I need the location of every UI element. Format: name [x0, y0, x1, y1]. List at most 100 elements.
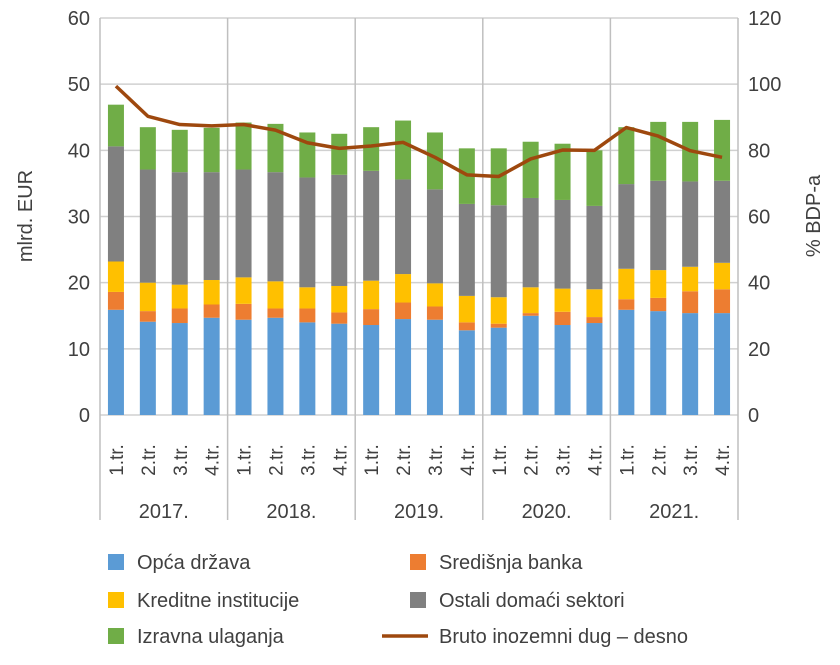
bar-segment [427, 320, 443, 415]
quarter-label: 2.tr. [394, 444, 415, 476]
quarter-label: 2.tr. [266, 444, 287, 476]
quarter-label: 2.tr. [649, 444, 670, 476]
bar-segment [331, 175, 347, 286]
bar-segment [714, 120, 730, 181]
bar-segment [459, 204, 475, 296]
quarter-label: 4.tr. [585, 444, 606, 476]
bar-segment [172, 172, 188, 284]
year-label: 2021. [649, 501, 699, 523]
legend-label: Ostali domaći sektori [439, 590, 625, 612]
legend-swatch [108, 592, 124, 608]
bar-segment [108, 261, 124, 291]
bar-segment [108, 105, 124, 147]
bar-segment [555, 200, 571, 289]
y2-tick-label: 40 [748, 273, 770, 295]
bar-segment [140, 127, 156, 169]
y-tick-label: 0 [79, 405, 90, 427]
bar-segment [555, 289, 571, 312]
bar-segment [427, 306, 443, 319]
bar-segment [618, 127, 634, 184]
quarter-label: 3.tr. [681, 444, 702, 476]
bar-segment [363, 171, 379, 281]
y-tick-label: 60 [68, 8, 90, 30]
bar-segment [491, 205, 507, 297]
bar-segment [682, 291, 698, 313]
bar-segment [363, 309, 379, 325]
bar-segment [299, 322, 315, 415]
bar-segment [650, 270, 666, 298]
legend-label: Izravna ulaganja [137, 626, 285, 648]
legend-label: Kreditne institucije [137, 590, 299, 612]
y-tick-label: 10 [68, 339, 90, 361]
bar-segment [618, 310, 634, 415]
bar-segment [650, 181, 666, 270]
quarter-label: 1.tr. [235, 444, 256, 476]
legend-swatch [410, 592, 426, 608]
y-tick-label: 20 [68, 273, 90, 295]
bar-segment [108, 292, 124, 310]
bar-segment [523, 316, 539, 415]
bar-segment [618, 269, 634, 299]
bar-segment [299, 177, 315, 287]
bar-segment [172, 285, 188, 309]
quarter-label: 1.tr. [107, 444, 128, 476]
bar-segment [172, 323, 188, 415]
quarter-label: 3.tr. [554, 444, 575, 476]
bar-segment [491, 324, 507, 328]
bar-segment [108, 310, 124, 415]
bar-segment [682, 267, 698, 291]
bar-segment [331, 324, 347, 415]
bar-segment [586, 150, 602, 206]
bar-segment [236, 320, 252, 415]
quarter-label: 4.tr. [458, 444, 479, 476]
bar-segment [363, 325, 379, 415]
y-axis-title: mlrd. EUR [15, 170, 37, 262]
quarter-label: 1.tr. [617, 444, 638, 476]
quarter-label: 3.tr. [171, 444, 192, 476]
bar-segment [650, 122, 666, 181]
bar-segment [714, 289, 730, 313]
bar-segment [395, 179, 411, 274]
bar-segment [140, 283, 156, 311]
bar-segment [491, 297, 507, 323]
y2-tick-label: 120 [748, 8, 781, 30]
bar-segment [618, 299, 634, 310]
year-label: 2018. [266, 501, 316, 523]
bar-segment [586, 289, 602, 317]
bar-segment [523, 287, 539, 313]
quarter-label: 2.tr. [139, 444, 160, 476]
bar-segment [395, 319, 411, 415]
bar-segment [395, 274, 411, 302]
bar-segment [586, 206, 602, 289]
bar-segment [172, 308, 188, 323]
bar-segment [523, 142, 539, 198]
bar-segment [682, 313, 698, 415]
bar-segment [586, 323, 602, 415]
bar-segment [140, 311, 156, 322]
bar-segment [555, 312, 571, 325]
quarter-label: 3.tr. [426, 444, 447, 476]
bar-segment [204, 172, 220, 280]
y-tick-label: 50 [68, 74, 90, 96]
legend-swatch [410, 554, 426, 570]
bar-segment [459, 322, 475, 330]
bar-segment [523, 313, 539, 316]
legend-label: Opća država [137, 552, 251, 574]
bar-segment [395, 303, 411, 320]
bar-segment [714, 181, 730, 263]
bar-segment [267, 318, 283, 415]
y2-tick-label: 60 [748, 207, 770, 229]
bar-segment [204, 305, 220, 318]
y-tick-label: 30 [68, 207, 90, 229]
bar-segment [459, 330, 475, 415]
bar-segment [236, 304, 252, 320]
bar-segment [395, 121, 411, 180]
bar-segment [236, 123, 252, 170]
quarter-label: 4.tr. [203, 444, 224, 476]
bar-segment [204, 128, 220, 172]
y-tick-label: 40 [68, 140, 90, 162]
quarter-label: 3.tr. [298, 444, 319, 476]
bar-segment [140, 322, 156, 415]
legend-label: Bruto inozemni dug – desno [439, 626, 688, 648]
